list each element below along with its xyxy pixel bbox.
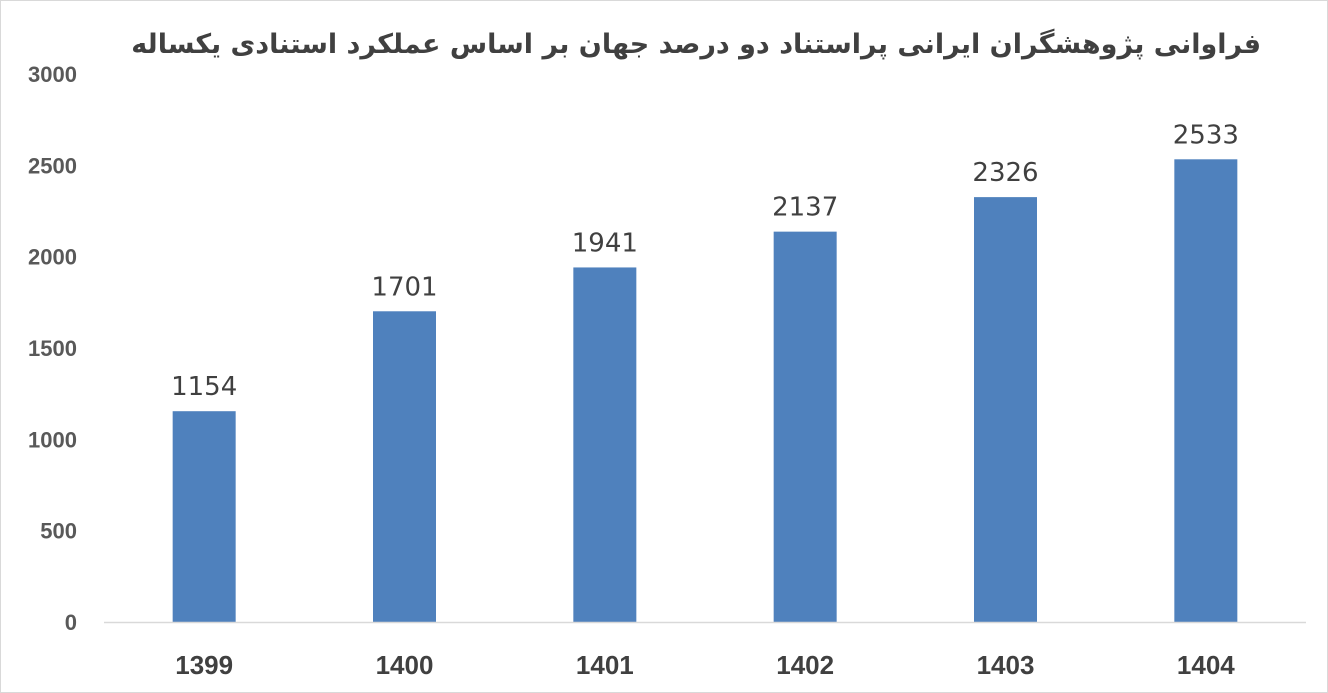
bar — [773, 231, 837, 622]
y-axis-tick-labels: 0 500 1000 1500 2000 2500 3000 — [28, 62, 77, 635]
x-tick-label: 1403 — [977, 650, 1035, 680]
bar — [573, 267, 637, 622]
x-tick-label: 1401 — [576, 650, 634, 680]
bar — [974, 197, 1037, 622]
y-tick-label: 0 — [65, 610, 77, 635]
bar — [1174, 159, 1238, 622]
data-label: 1154 — [171, 372, 237, 402]
chart-title: فراوانی پژوهشگران ایرانی پراستناد دو درص… — [131, 29, 1261, 60]
x-tick-label: 1402 — [776, 650, 834, 680]
data-label: 1941 — [572, 228, 638, 258]
y-tick-label: 2000 — [28, 245, 77, 270]
data-label: 2326 — [972, 158, 1038, 188]
y-tick-label: 1000 — [28, 427, 77, 452]
data-label: 2533 — [1173, 120, 1239, 150]
y-tick-label: 500 — [40, 519, 77, 544]
data-labels: 1154 1701 1941 2137 2326 2533 — [171, 120, 1239, 402]
bars — [172, 159, 1238, 622]
data-label: 1701 — [371, 272, 437, 302]
x-tick-label: 1399 — [175, 650, 233, 680]
bar — [172, 411, 236, 622]
y-tick-label: 2500 — [28, 153, 77, 178]
x-tick-label: 1400 — [376, 650, 434, 680]
y-tick-label: 3000 — [28, 62, 77, 87]
data-label: 2137 — [772, 193, 838, 223]
y-tick-label: 1500 — [28, 336, 77, 361]
bar — [373, 311, 436, 622]
x-axis-tick-labels: 1399 1400 1401 1402 1403 1404 — [175, 650, 1235, 680]
x-tick-label: 1404 — [1177, 650, 1235, 680]
